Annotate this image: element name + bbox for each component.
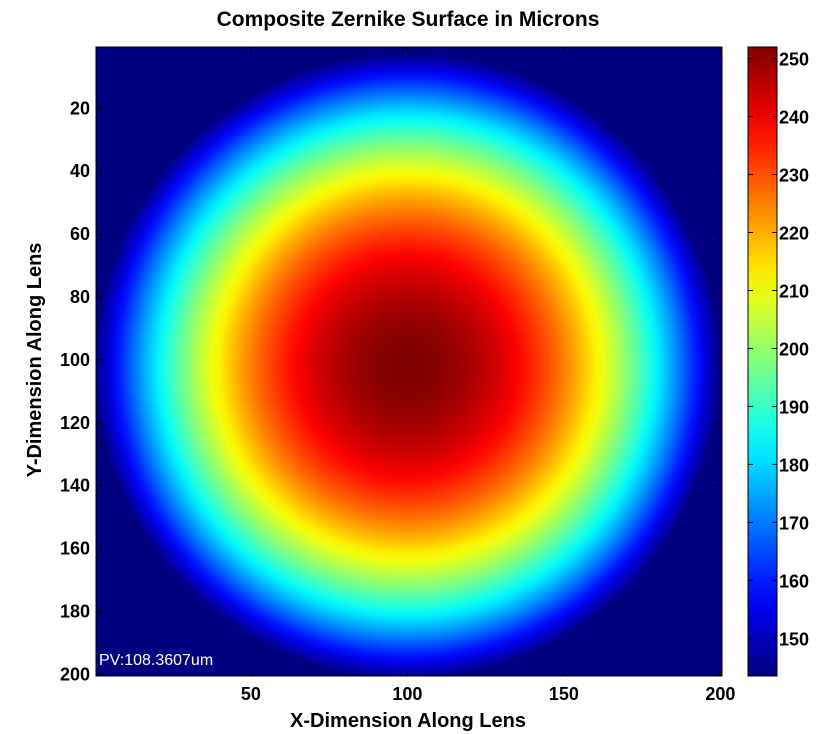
colorbar-tick-label: 220 xyxy=(779,224,809,244)
x-tick-label: 150 xyxy=(549,684,579,704)
colorbar-tick-label: 200 xyxy=(779,339,809,359)
y-axis: 20 40 60 80 100 120 140 160 180 200 xyxy=(60,98,722,684)
y-tick-label: 160 xyxy=(60,539,90,559)
colorbar-scale xyxy=(747,46,778,677)
colorbar-tick-label: 160 xyxy=(779,571,809,591)
colorbar-tick-label: 190 xyxy=(779,397,809,417)
y-tick-label: 20 xyxy=(70,98,90,118)
colorbar-tick-label: 180 xyxy=(779,455,809,475)
y-tick-label: 60 xyxy=(70,224,90,244)
colorbar-tick-label: 230 xyxy=(779,166,809,186)
colorbar: 150 160 170 180 190 200 210 220 230 240 250 xyxy=(747,46,809,677)
y-tick-label: 120 xyxy=(60,413,90,433)
pv-annotation: PV:108.3607um xyxy=(99,652,213,669)
y-tick-label: 140 xyxy=(60,476,90,496)
x-tick-label: 100 xyxy=(392,684,422,704)
colorbar-tick-label: 170 xyxy=(779,513,809,533)
chart-title: Composite Zernike Surface in Microns xyxy=(217,8,600,31)
plot-area xyxy=(96,47,722,676)
x-axis: 50 100 150 200 xyxy=(241,47,735,704)
x-tick-label: 50 xyxy=(241,684,261,704)
y-tick-label: 80 xyxy=(70,287,90,307)
colorbar-tick-label: 240 xyxy=(779,108,809,128)
y-tick-label: 180 xyxy=(60,602,90,622)
y-tick-label: 200 xyxy=(60,664,90,684)
plot-frame xyxy=(95,46,723,677)
colorbar-ticks: 150 160 170 180 190 200 210 220 230 240 250 xyxy=(748,50,809,649)
x-tick-label: 200 xyxy=(705,684,735,704)
colorbar-tick-label: 150 xyxy=(779,629,809,649)
y-tick-label: 100 xyxy=(60,350,90,370)
y-axis-label: Y-Dimension Along Lens xyxy=(24,243,46,478)
y-tick-label: 40 xyxy=(70,161,90,181)
colorbar-tick-label: 210 xyxy=(779,281,809,301)
colorbar-tick-label: 250 xyxy=(779,50,809,70)
zernike-surface-dome xyxy=(96,53,721,676)
x-axis-label: X-Dimension Along Lens xyxy=(290,710,526,732)
